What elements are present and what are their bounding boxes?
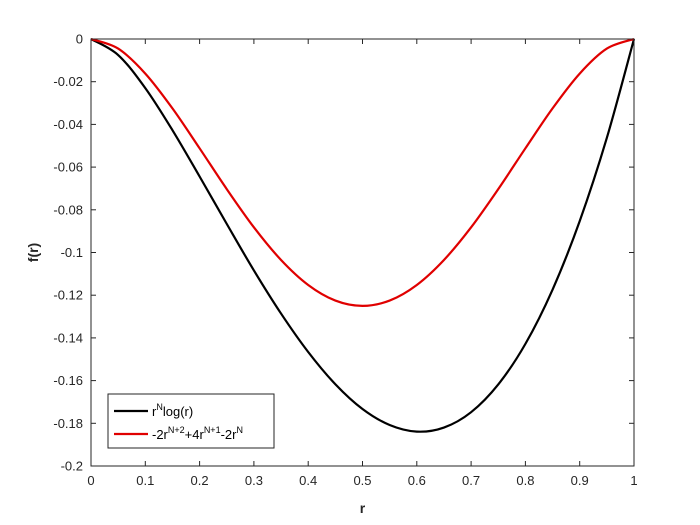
legend: rNlog(r) -2rN+2+4rN+1-2rN	[107, 393, 275, 449]
series-line-rn-log-r	[90, 38, 636, 433]
x-tick-label: 0.2	[191, 473, 209, 488]
y-tick-label: -0.12	[53, 288, 83, 303]
legend-label-polynomial: -2rN+2+4rN+1-2rN	[152, 425, 243, 442]
y-tick-label: -0.08	[53, 202, 83, 217]
legend-label-rn-log-r: rNlog(r)	[152, 402, 193, 419]
y-axis-label: f(r)	[25, 243, 41, 262]
y-tick-label: -0.18	[53, 416, 83, 431]
x-tick-label: 0.6	[408, 473, 426, 488]
axis-tick-labels: 0 0.1 0.2 0.3 0.4 0.5 0.6 0.7 0.8 0.9 1 0 -0.02 -0.04…	[53, 32, 637, 489]
y-tick-label: 0	[76, 32, 83, 47]
y-tick-label: -0.14	[53, 330, 83, 345]
x-tick-label: 0.4	[299, 473, 317, 488]
x-tick-label: 0.3	[245, 473, 263, 488]
y-tick-label: -0.04	[53, 117, 83, 132]
x-tick-label: 0.5	[353, 473, 371, 488]
legend-box	[107, 393, 275, 449]
series-lines	[90, 37, 636, 433]
y-tick-label: -0.02	[53, 74, 83, 89]
x-tick-label: 0.1	[136, 473, 154, 488]
y-tick-label: -0.06	[53, 160, 83, 175]
x-tick-label: 0.9	[571, 473, 589, 488]
series-line-polynomial	[90, 37, 635, 307]
x-tick-label: 1	[630, 473, 637, 488]
x-axis-label: r	[360, 500, 366, 516]
x-tick-label: 0	[87, 473, 94, 488]
y-tick-label: -0.1	[61, 245, 83, 260]
x-tick-label: 0.8	[516, 473, 534, 488]
x-tick-label: 0.7	[462, 473, 480, 488]
y-tick-label: -0.16	[53, 373, 83, 388]
plot-area-frame	[90, 38, 635, 467]
y-tick-label: -0.2	[61, 459, 83, 474]
